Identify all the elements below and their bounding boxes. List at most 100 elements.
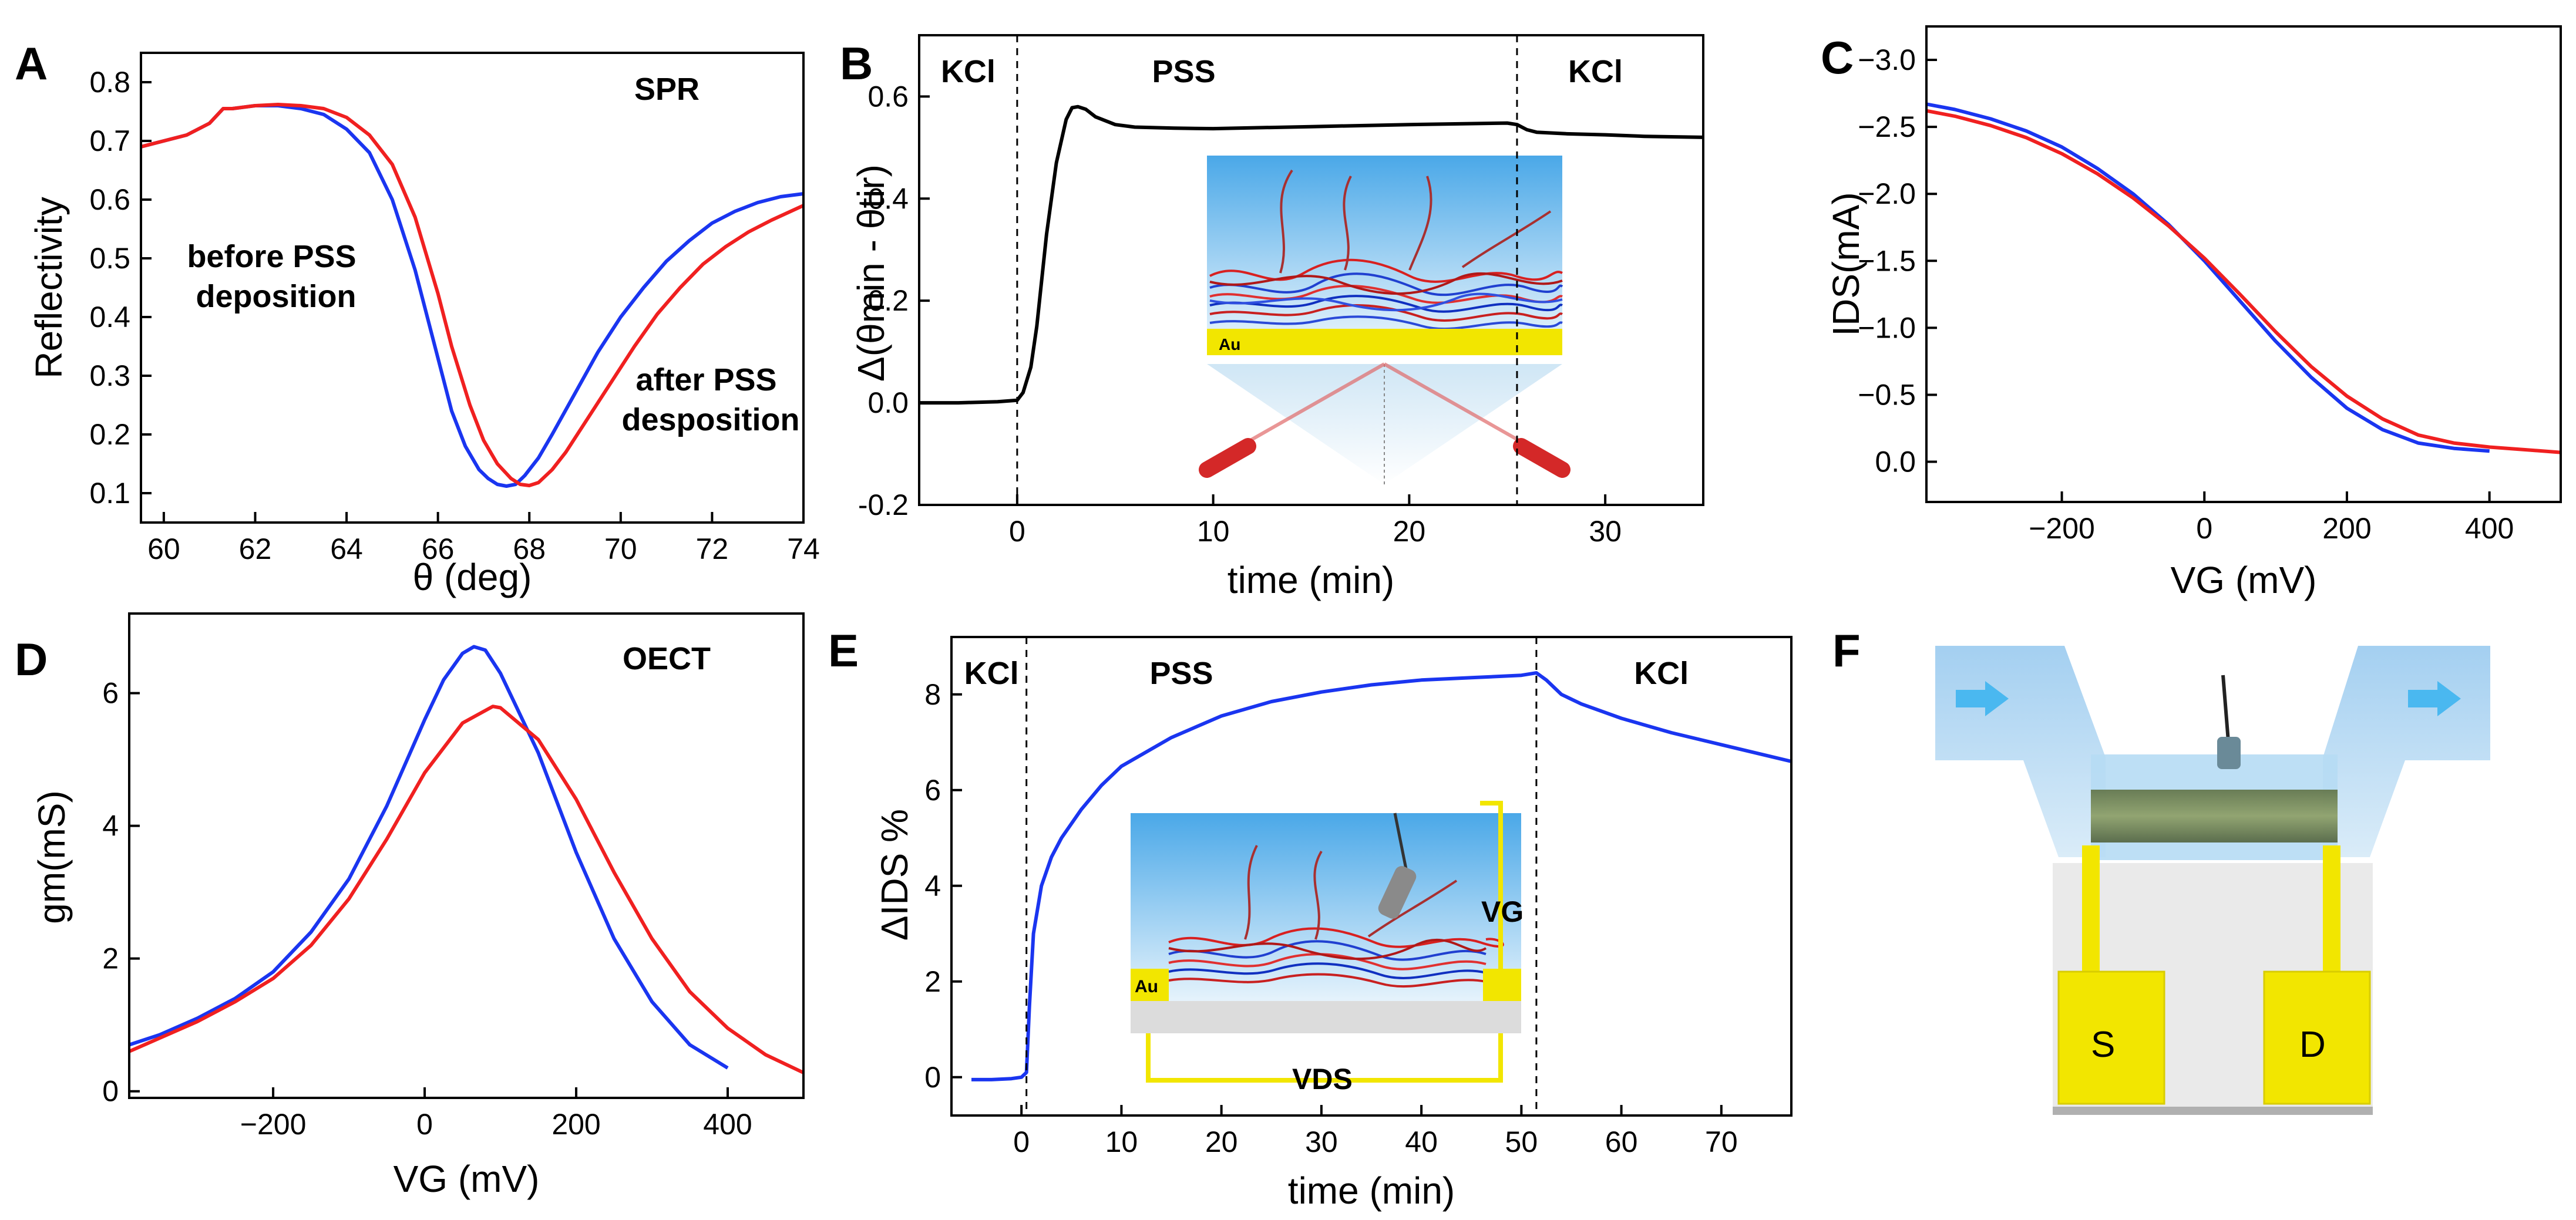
panel-e-ticks: 0 10 20 30 40 50 60 70 0 2 4 6 8 (924, 678, 1737, 1158)
spr-inset-illustration: Au (1199, 156, 1571, 484)
y-tick-label: 8 (924, 678, 941, 711)
y-tick-label: 0.0 (1875, 446, 1916, 478)
annotation-before-line2: deposition (196, 279, 357, 314)
x-tick-label: 0 (416, 1108, 433, 1141)
inset-b-au-label: Au (1219, 335, 1240, 353)
series-line-0 (1926, 102, 2490, 453)
panel-e: E 0 10 20 30 40 50 60 70 0 2 4 6 8 Au (828, 625, 1793, 1212)
annotation-after-line1: after PSS (635, 362, 776, 397)
x-tick-label: 40 (1405, 1125, 1438, 1158)
segment-label: PSS (1152, 54, 1216, 89)
series-line-1 (140, 103, 805, 487)
y-tick-label: 0.0 (867, 386, 909, 419)
y-tick-label: 0.6 (89, 183, 130, 216)
panel-a-ylabel: Reflectivity (28, 197, 70, 378)
segment-label: KCl (941, 54, 996, 89)
x-tick-label: 20 (1393, 515, 1426, 548)
x-tick-label: 0 (1013, 1125, 1030, 1158)
panel-d: D OECT −200 0 200 400 0 2 4 6 VG (mV) gm(mS) (15, 612, 805, 1200)
panel-e-axes-frame (950, 636, 1793, 1117)
y-tick-label: -0.2 (858, 488, 909, 521)
annotation-after-line2: desposition (621, 402, 799, 437)
panel-b-ylabel: Δ(θmin - θtir) (850, 164, 892, 382)
flow-channel-outlet (2323, 646, 2490, 857)
segment-label: KCl (964, 656, 1019, 691)
panel-label-e: E (828, 625, 859, 676)
y-tick-label: 6 (924, 774, 941, 807)
x-tick-label: 62 (239, 533, 272, 565)
y-tick-label: 4 (924, 869, 941, 902)
y-tick-label: 0.2 (867, 284, 909, 317)
panel-a-series (140, 103, 805, 488)
panel-c-xlabel: VG (mV) (2171, 559, 2317, 601)
y-tick-label: −0.5 (1858, 378, 1916, 411)
panel-c: C −200 0 200 400 −3.0 −2.5 −2.0 −1.5 −1.0 −0.5 0.0… (1821, 25, 2562, 601)
panel-d-xlabel: VG (mV) (394, 1158, 540, 1200)
panel-a-ticks: 60 62 64 66 68 70 72 74 0.1 0.2 0.3 0.4 0.5 0.6 0.7 0.8 (89, 66, 819, 565)
annotation-before: before PSS deposition (187, 239, 365, 314)
x-tick-label: 30 (1589, 515, 1622, 548)
x-tick-label: 66 (422, 533, 455, 565)
inset-e-vds-label: VDS (1292, 1063, 1353, 1096)
inset-e-ds-circuit (1146, 1033, 1503, 1083)
source-label: S (2091, 1024, 2115, 1065)
y-tick-label: 0 (924, 1061, 941, 1094)
source-pad (2057, 970, 2165, 1105)
inset-e-au-label: Au (1135, 977, 1158, 996)
inset-e-polymer-mesh (1168, 845, 1504, 988)
panel-a-title: SPR (634, 72, 700, 107)
x-tick-label: 200 (2322, 512, 2371, 545)
panel-c-ylabel: IDS(mA) (1825, 192, 1867, 336)
flow-out-arrow (2408, 681, 2461, 716)
x-tick-label: 0 (2196, 512, 2212, 545)
x-tick-label: 10 (1105, 1125, 1138, 1158)
inset-e-gate-electrode (1378, 866, 1417, 919)
x-tick-label: −200 (2029, 512, 2095, 545)
panel-e-segment-labels: KCl PSS KCl (964, 656, 1689, 691)
y-tick-label: 0.4 (89, 301, 130, 333)
gate-wire (2221, 675, 2231, 749)
x-tick-label: 60 (147, 533, 180, 565)
y-tick-label: 6 (102, 677, 119, 710)
y-tick-label: 0.2 (89, 418, 130, 451)
panel-f: F S D (1832, 625, 2490, 1115)
x-tick-label: 400 (703, 1108, 752, 1141)
panel-b-ticks: 0 10 20 30 -0.2 0.0 0.2 0.4 0.6 (858, 80, 1622, 548)
y-tick-label: 0.4 (867, 182, 909, 215)
panel-e-ylabel: ΔIDS % (873, 809, 916, 941)
panel-a-axes-frame (140, 52, 805, 524)
inset-b-water (1207, 156, 1562, 343)
series-line-1 (1926, 109, 2561, 454)
inset-b-polymer-mesh (1209, 169, 1563, 331)
panel-d-axes-frame (128, 612, 805, 1099)
x-tick-label: −200 (240, 1108, 307, 1141)
x-tick-label: 64 (330, 533, 363, 565)
panel-a-xlabel: θ (deg) (413, 556, 532, 598)
y-tick-label: 0.5 (89, 242, 130, 275)
y-tick-label: −1.5 (1858, 244, 1916, 277)
panel-label-a: A (15, 38, 48, 89)
x-tick-label: 60 (1605, 1125, 1638, 1158)
x-tick-label: 50 (1505, 1125, 1538, 1158)
y-tick-label: 0.3 (89, 359, 130, 392)
annotation-after: after PSS desposition (621, 362, 799, 437)
y-tick-label: 0.1 (89, 477, 130, 510)
panel-c-ticks: −200 0 200 400 −3.0 −2.5 −2.0 −1.5 −1.0 −0.5 0.0 (1858, 43, 2514, 545)
panel-c-series (1926, 102, 2561, 454)
inset-b-laser (1199, 438, 1256, 478)
y-tick-label: −3.0 (1858, 43, 1916, 76)
series-line-0 (919, 105, 1704, 405)
y-tick-label: 0.7 (89, 124, 130, 157)
substrate-edge (2053, 1107, 2373, 1115)
inset-e-source-pad (1131, 969, 1169, 1001)
drain-pad (2263, 970, 2371, 1105)
panel-label-f: F (1832, 625, 1861, 676)
segment-label: KCl (1568, 54, 1623, 89)
inset-e-gate-circuit (1480, 801, 1503, 969)
y-tick-label: 0.8 (89, 66, 130, 99)
annotation-before-line1: before PSS (187, 239, 356, 274)
y-tick-label: 0.6 (867, 80, 909, 113)
pedot-film (2091, 790, 2338, 842)
inset-b-detector (1513, 438, 1571, 478)
